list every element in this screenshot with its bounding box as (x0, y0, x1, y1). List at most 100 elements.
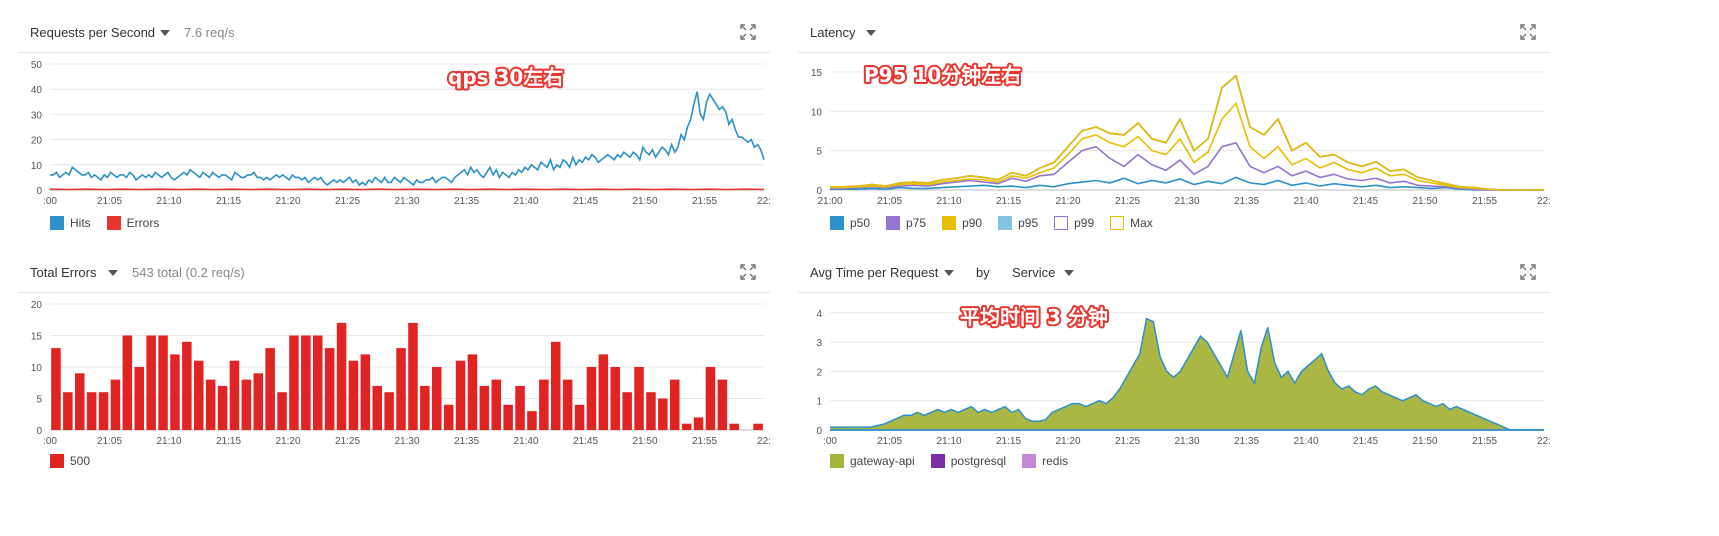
bar[interactable] (610, 367, 621, 430)
bar[interactable] (324, 348, 335, 430)
legend-item[interactable]: Hits (50, 216, 91, 230)
bar[interactable] (146, 335, 156, 431)
x-tick-label: 21:45 (1353, 436, 1378, 447)
bar[interactable] (98, 392, 109, 430)
bar[interactable] (491, 379, 502, 430)
x-tick-label: 21:40 (1293, 436, 1318, 447)
bar[interactable] (479, 385, 490, 430)
bar[interactable] (122, 335, 133, 431)
chevron-down-icon[interactable] (1064, 270, 1074, 276)
group-by-select[interactable]: Service (1012, 265, 1056, 280)
x-tick-label: 21:05 (877, 436, 902, 447)
bar[interactable] (205, 379, 216, 430)
bar[interactable] (693, 417, 704, 430)
bar[interactable] (312, 335, 323, 431)
bar[interactable] (277, 392, 287, 430)
expand-icon[interactable] (740, 264, 756, 280)
expand-icon[interactable] (740, 24, 756, 40)
bar[interactable] (467, 354, 478, 430)
bar[interactable] (51, 348, 61, 430)
expand-icon[interactable] (1520, 264, 1536, 280)
legend-item[interactable]: gateway-api (830, 454, 915, 468)
bar[interactable] (681, 423, 692, 430)
bar[interactable] (622, 392, 632, 430)
bar[interactable] (646, 392, 656, 430)
bar[interactable] (634, 367, 644, 430)
bar[interactable] (515, 385, 525, 430)
bar[interactable] (170, 354, 180, 430)
bar[interactable] (408, 322, 418, 430)
bar[interactable] (74, 373, 85, 430)
bar[interactable] (134, 367, 145, 430)
panel-header: Requests per Second 7.6 req/s (18, 10, 770, 53)
bar[interactable] (217, 385, 228, 430)
x-tick-label: 21:45 (573, 436, 598, 447)
bar[interactable] (717, 379, 728, 430)
bar[interactable] (229, 360, 240, 430)
bar[interactable] (729, 423, 740, 430)
legend-label: 500 (70, 454, 91, 468)
bar[interactable] (539, 379, 549, 430)
x-tick-label: 22: (757, 436, 770, 447)
bar[interactable] (86, 392, 97, 430)
bar[interactable] (658, 398, 668, 431)
bar[interactable] (193, 360, 204, 430)
chevron-down-icon[interactable] (160, 30, 170, 36)
x-tick-label: 21:15 (996, 196, 1021, 207)
bar[interactable] (586, 367, 597, 430)
bar[interactable] (669, 379, 680, 430)
legend-item[interactable]: p95 (998, 216, 1038, 230)
legend-item[interactable]: postgresql (930, 454, 1006, 468)
bar[interactable] (63, 392, 73, 430)
x-tick-label: 21:05 (97, 436, 122, 447)
bar[interactable] (455, 360, 466, 430)
bar[interactable] (527, 411, 537, 430)
bar[interactable] (241, 379, 252, 430)
bar[interactable] (265, 348, 275, 430)
chevron-down-icon[interactable] (108, 270, 118, 276)
y-tick-label: 30 (31, 110, 43, 121)
bar[interactable] (443, 404, 454, 430)
legend-item[interactable]: p75 (886, 216, 926, 230)
bar[interactable] (372, 385, 383, 430)
chevron-down-icon[interactable] (944, 270, 954, 276)
bar[interactable] (301, 335, 311, 431)
legend-item[interactable]: p50 (830, 216, 870, 230)
x-tick-label: 21:05 (97, 196, 122, 207)
x-tick-label: :00 (823, 436, 837, 447)
legend-item[interactable]: p99 (1054, 216, 1094, 230)
legend-item[interactable]: p90 (942, 216, 982, 230)
bar[interactable] (598, 354, 609, 430)
expand-icon[interactable] (1520, 24, 1536, 40)
annotation-label: 平均时间 3 分钟 (960, 305, 1108, 329)
bar[interactable] (550, 341, 561, 430)
legend-item[interactable]: Max (1110, 216, 1153, 230)
bar[interactable] (753, 423, 763, 430)
bar[interactable] (336, 322, 347, 430)
bar[interactable] (705, 367, 716, 430)
bar[interactable] (431, 367, 442, 430)
legend-swatch (1054, 216, 1069, 230)
legend-item[interactable]: 500 (50, 454, 90, 468)
chevron-down-icon[interactable] (866, 30, 876, 36)
bar[interactable] (182, 341, 192, 430)
bar[interactable] (289, 335, 299, 431)
bar[interactable] (574, 404, 585, 430)
bar[interactable] (396, 348, 406, 430)
bar[interactable] (503, 404, 513, 430)
legend-item[interactable]: Errors (106, 216, 159, 230)
legend-swatch (830, 454, 844, 468)
bar[interactable] (562, 379, 573, 430)
legend-item[interactable]: redis (1022, 454, 1068, 468)
bar[interactable] (360, 354, 371, 430)
group-by-label: by (976, 265, 990, 280)
bar[interactable] (348, 360, 359, 430)
x-tick-label: 21:15 (996, 436, 1021, 447)
bar[interactable] (384, 392, 394, 430)
bar[interactable] (158, 335, 168, 431)
bar[interactable] (253, 373, 264, 430)
bar[interactable] (420, 385, 430, 430)
panel-header: Latency (798, 10, 1550, 53)
x-tick-label: 21:20 (275, 436, 300, 447)
bar[interactable] (110, 379, 121, 430)
